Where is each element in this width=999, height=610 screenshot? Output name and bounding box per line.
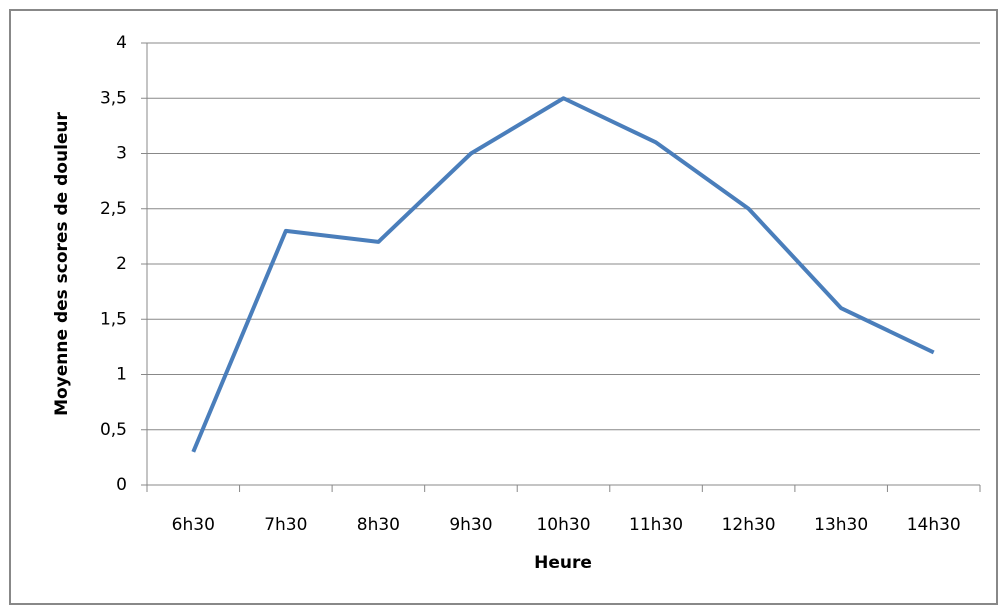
x-tick-label: 6h30 <box>172 515 215 535</box>
y-tick-label: 4 <box>116 33 127 53</box>
y-axis-title: Moyenne des scores de douleur <box>52 111 72 415</box>
line-series <box>191 96 935 453</box>
y-tick-label: 2,5 <box>100 199 127 219</box>
y-tick-label: 1 <box>116 365 127 385</box>
y-tick-label: 3,5 <box>100 88 127 108</box>
x-tick-label: 13h30 <box>814 515 868 535</box>
x-tick-label: 11h30 <box>629 515 683 535</box>
y-tick-label: 0 <box>116 475 127 495</box>
y-tick-label: 2 <box>116 254 127 274</box>
x-tick-label: 7h30 <box>264 515 307 535</box>
x-tick-label: 12h30 <box>722 515 776 535</box>
x-tick-label: 14h30 <box>907 515 961 535</box>
x-tick-label: 10h30 <box>536 515 590 535</box>
x-tick-label: 8h30 <box>357 515 400 535</box>
x-tick-label: 9h30 <box>449 515 492 535</box>
y-tick-label: 1,5 <box>100 309 127 329</box>
y-tick-label: 3 <box>116 144 127 164</box>
x-axis-title: Heure <box>534 553 592 573</box>
chart-border <box>9 9 998 605</box>
y-tick-label: 0,5 <box>100 420 127 440</box>
